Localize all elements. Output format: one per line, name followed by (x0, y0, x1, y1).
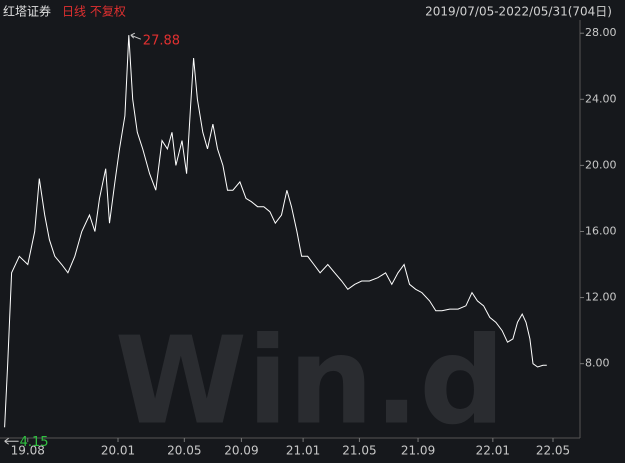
y-tick-label: 8.00 (585, 357, 610, 370)
y-tick-label: 12.00 (585, 291, 617, 304)
chart-title: 红塔证券 (3, 4, 51, 19)
x-tick-label: 21.05 (342, 444, 376, 458)
min-label: 4.15 (20, 435, 49, 450)
y-tick-label: 20.00 (585, 158, 617, 171)
x-tick-label: 21.01 (286, 444, 320, 458)
date-range: 2019/07/05-2022/05/31(704日) (425, 5, 612, 19)
y-tick-label: 28.00 (585, 26, 617, 39)
y-tick-label: 24.00 (585, 92, 617, 105)
min-arrow (4, 437, 19, 445)
watermark: Win.d (115, 313, 505, 452)
x-tick-label: 22.01 (476, 444, 510, 458)
x-tick-label: 20.05 (167, 444, 201, 458)
x-tick-label: 20.01 (101, 444, 135, 458)
max-label: 27.88 (143, 34, 180, 49)
x-tick-label: 19.08 (11, 444, 45, 458)
price-line (4, 35, 547, 428)
x-tick-label: 20.09 (224, 444, 258, 458)
x-tick-label: 22.05 (536, 444, 570, 458)
chart-subtitle: 日线 不复权 (62, 5, 126, 19)
y-tick-label: 16.00 (585, 224, 617, 237)
max-arrow (130, 32, 141, 40)
x-tick-label: 21.09 (401, 444, 435, 458)
